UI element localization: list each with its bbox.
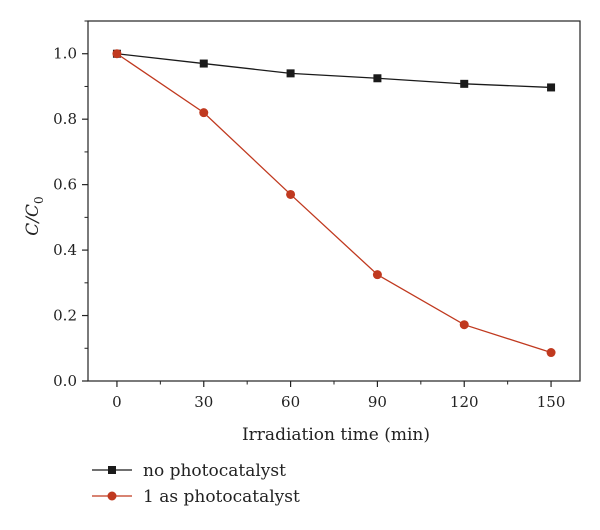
- data-point-circle: [546, 348, 556, 358]
- data-point-square: [199, 59, 208, 68]
- y-tick-label: 0.8: [53, 110, 77, 128]
- legend-label-1-as-photocatalyst: 1 as photocatalyst: [143, 487, 300, 507]
- x-tick-label: 0: [112, 393, 122, 411]
- x-tick-label: 30: [194, 393, 213, 411]
- y-tick-label: 0.6: [53, 176, 77, 194]
- x-tick-label: 60: [281, 393, 300, 411]
- x-axis-title: Irradiation time (min): [242, 425, 430, 445]
- y-axis-title: C/C0: [23, 196, 46, 235]
- y-axis-title-subscript: 0: [32, 196, 46, 204]
- series-group: [112, 49, 556, 358]
- x-tick-label: 120: [450, 393, 479, 411]
- y-tick-label: 0.4: [53, 241, 77, 259]
- legend-marker-square: [108, 466, 116, 474]
- legend-label-no-photocatalyst: no photocatalyst: [143, 461, 286, 481]
- data-point-square: [460, 79, 469, 88]
- data-point-circle: [286, 189, 296, 199]
- axis-ticks: [82, 20, 552, 387]
- y-tick-label: 0.2: [53, 307, 77, 325]
- legend: no photocatalyst 1 as photocatalyst: [92, 461, 300, 507]
- series-line: [116, 53, 552, 354]
- x-tick-label: 150: [537, 393, 566, 411]
- y-tick-label: 1.0: [53, 45, 77, 63]
- data-point-square: [547, 83, 556, 92]
- data-point-circle: [112, 49, 122, 59]
- legend-marker-circle: [107, 491, 117, 501]
- y-tick-label: 0.0: [53, 372, 77, 390]
- x-tick-labels: 0 30 60 90 120 150: [112, 393, 565, 411]
- plot-area-frame: [87, 20, 581, 382]
- y-tick-labels: 0.0 0.2 0.4 0.6 0.8 1.0: [53, 45, 77, 390]
- data-point-circle: [372, 270, 382, 280]
- data-point-circle: [459, 320, 469, 330]
- x-tick-label: 90: [368, 393, 387, 411]
- series-no-photocatalyst: [112, 49, 556, 92]
- series-1-as-photocatalyst: [112, 49, 556, 358]
- plot-frame: [87, 20, 581, 382]
- data-point-square: [373, 74, 382, 83]
- series-line: [116, 53, 552, 89]
- data-point-circle: [199, 108, 209, 118]
- data-point-square: [286, 69, 295, 78]
